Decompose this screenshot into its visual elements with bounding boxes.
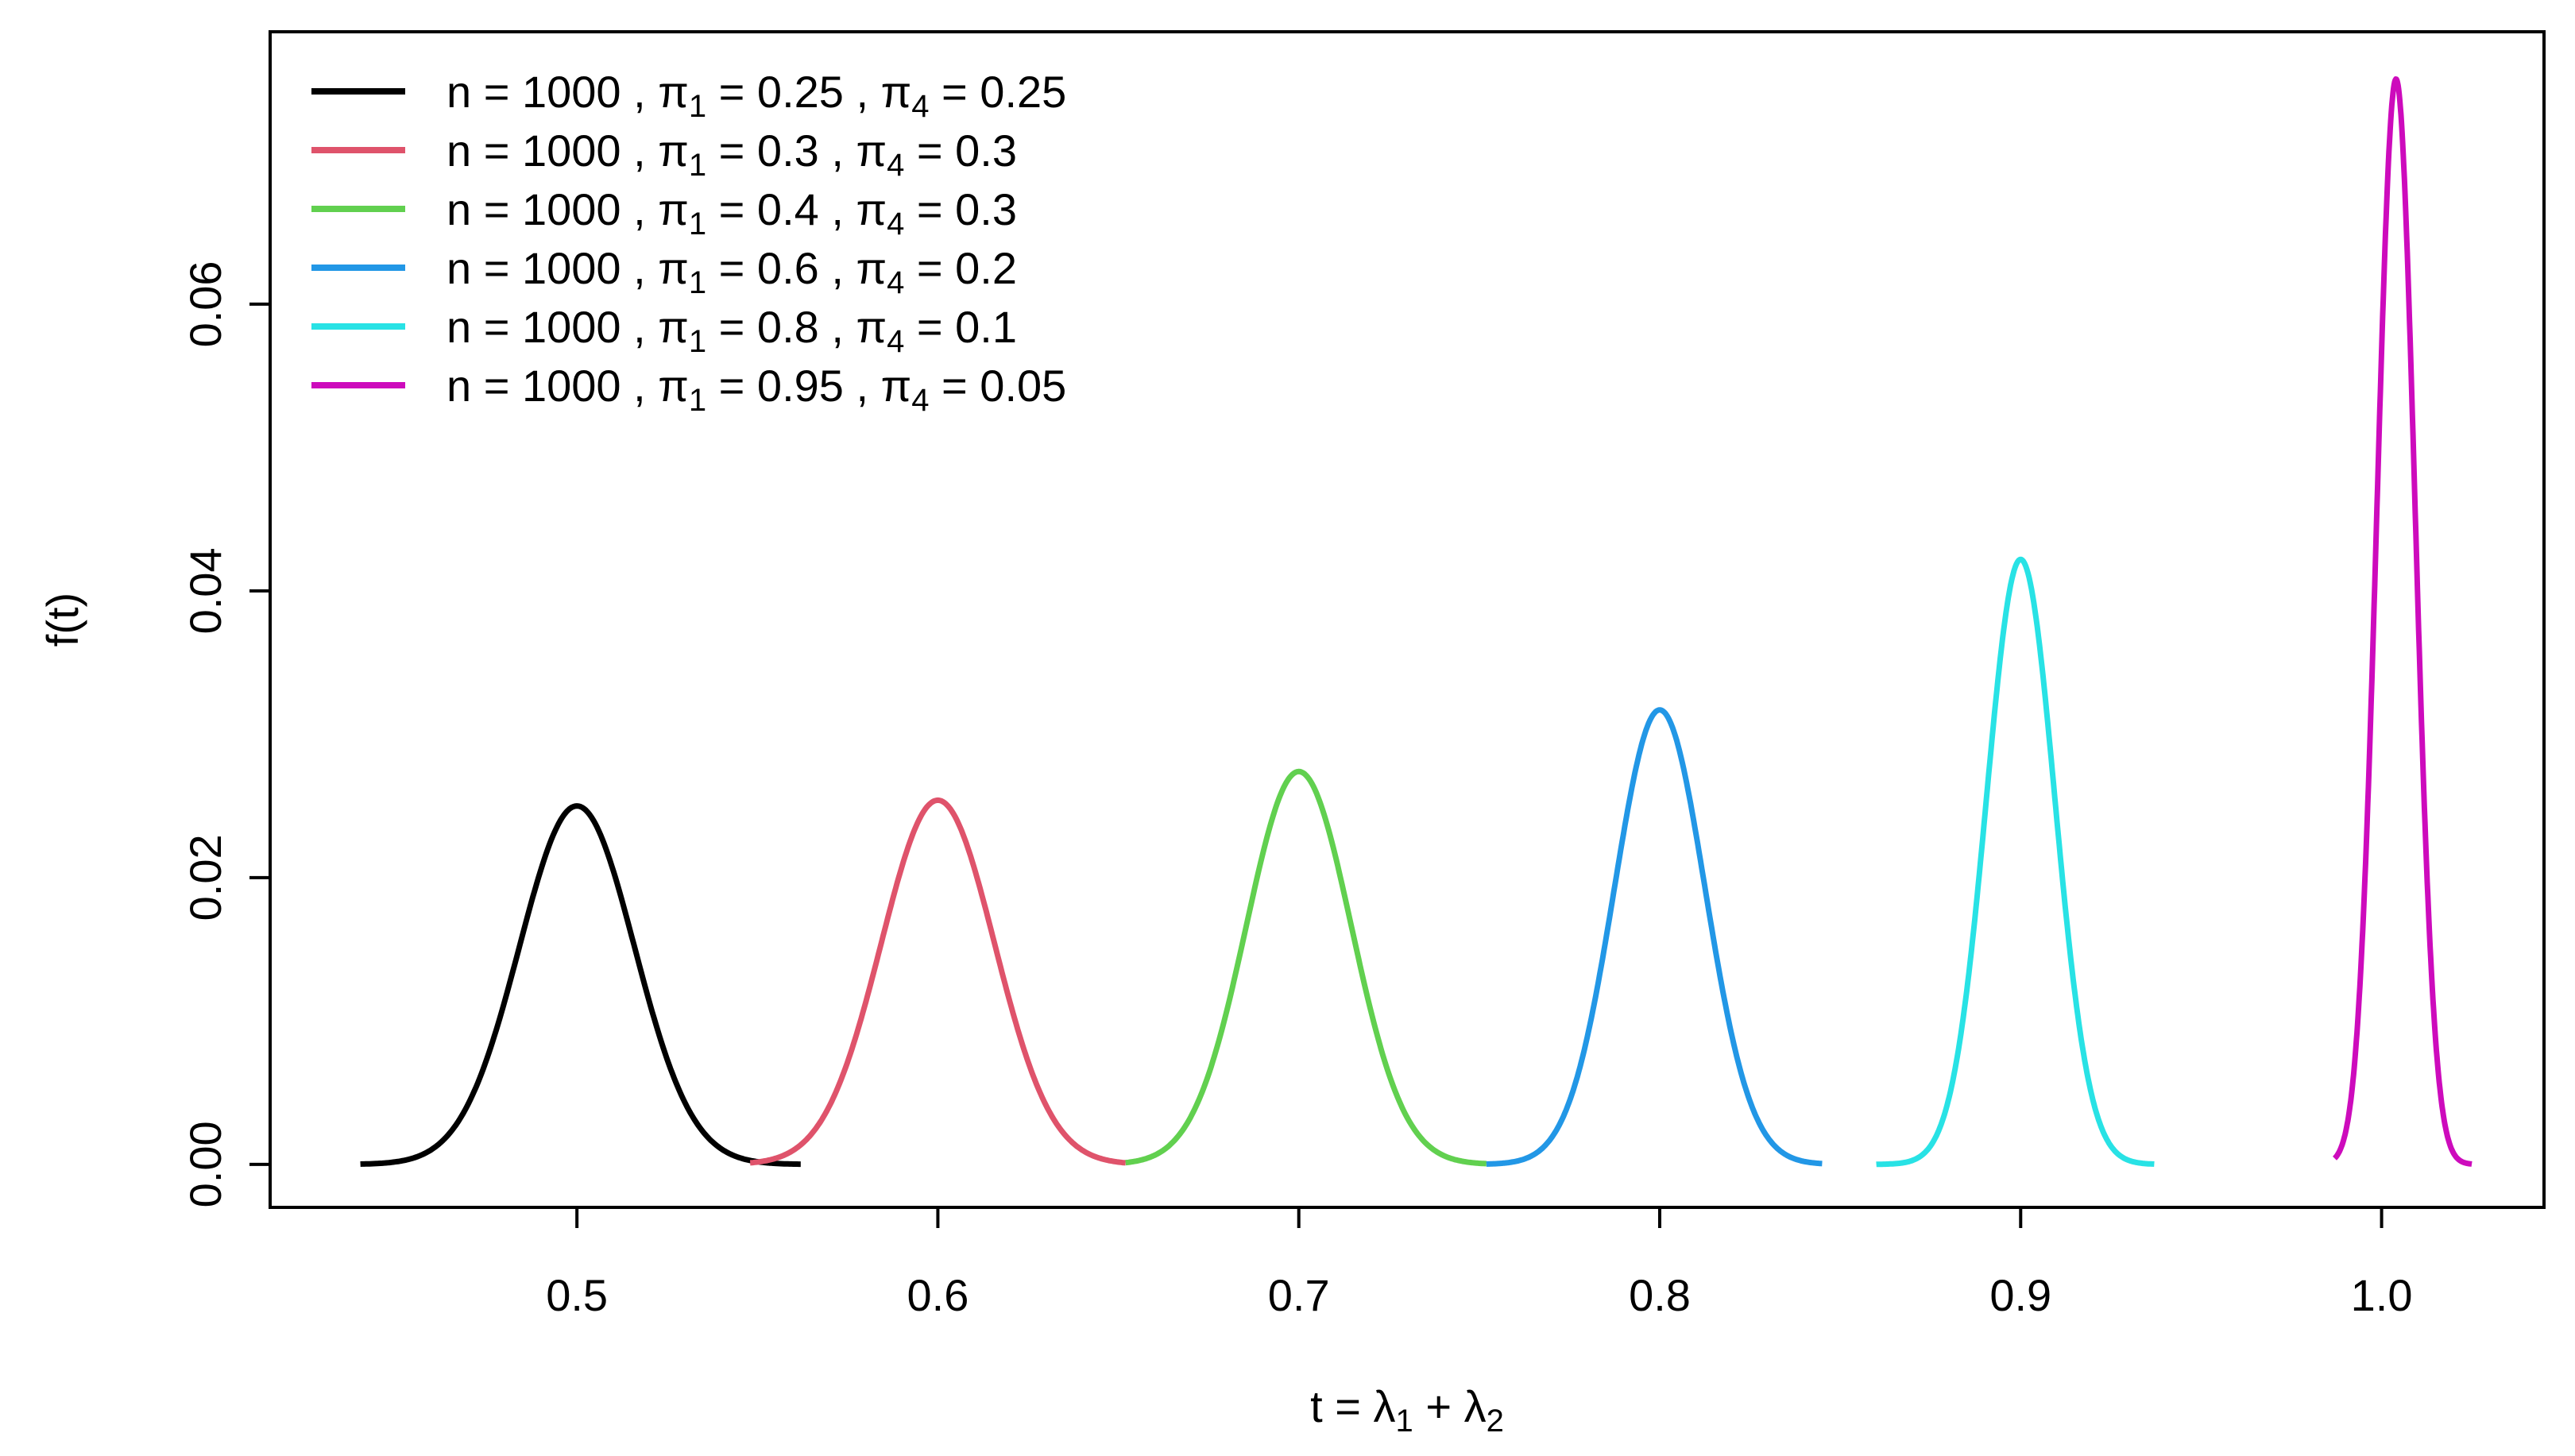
y-axis: 0.00 0.02 0.04 0.06 [180, 261, 270, 1207]
series-line-2 [748, 797, 1127, 1166]
series-line-4 [1485, 707, 1824, 1167]
density-curves [359, 76, 2474, 1168]
plot-frame [269, 30, 2546, 1209]
series-line-3 [1124, 768, 1488, 1167]
series-line-5 [1874, 556, 2156, 1168]
legend-label: n = 1000 , π1 = 0.4 , π4 = 0.3 [447, 184, 1017, 241]
x-tick-label: 0.5 [546, 1270, 608, 1320]
legend: n = 1000 , π1 = 0.25 , π4 = 0.25n = 1000… [311, 67, 1066, 418]
legend-label: n = 1000 , π1 = 0.95 , π4 = 0.05 [447, 361, 1066, 418]
x-tick-label: 0.7 [1268, 1270, 1330, 1320]
series-line-6 [2332, 76, 2474, 1167]
x-tick-label: 1.0 [2351, 1270, 2413, 1320]
legend-label: n = 1000 , π1 = 0.3 , π4 = 0.3 [447, 126, 1017, 183]
y-tick-label: 0.06 [180, 261, 230, 347]
series-line-1 [359, 803, 802, 1168]
y-tick-label: 0.00 [180, 1121, 230, 1207]
x-axis-label: t = λ1 + λ2 [1310, 1381, 1504, 1439]
y-tick-label: 0.04 [180, 547, 230, 634]
legend-label: n = 1000 , π1 = 0.25 , π4 = 0.25 [447, 67, 1066, 124]
x-axis: 0.5 0.6 0.7 0.8 0.9 1.0 [546, 1207, 2413, 1320]
legend-label: n = 1000 , π1 = 0.6 , π4 = 0.2 [447, 243, 1017, 300]
y-tick-label: 0.02 [180, 834, 230, 921]
x-tick-label: 0.9 [1989, 1270, 2051, 1320]
legend-label: n = 1000 , π1 = 0.8 , π4 = 0.1 [447, 302, 1017, 359]
y-axis-label: f(t) [37, 593, 87, 647]
x-tick-label: 0.6 [907, 1270, 969, 1320]
x-tick-label: 0.8 [1629, 1270, 1691, 1320]
